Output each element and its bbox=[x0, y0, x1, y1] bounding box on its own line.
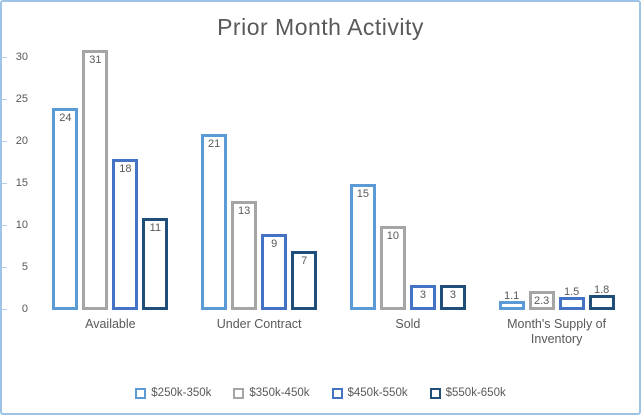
bar-value-label: 18 bbox=[119, 163, 132, 175]
legend-item: $550k-650k bbox=[429, 387, 506, 399]
bar-group: 15 10 3 3 Sold bbox=[334, 49, 483, 331]
bar: 1.1 bbox=[498, 290, 525, 310]
bar-value-label: 21 bbox=[208, 138, 221, 150]
bar-value-label: 3 bbox=[419, 289, 426, 301]
bars-row: 24 31 18 11 bbox=[36, 50, 185, 310]
legend-label: $350k-450k bbox=[249, 387, 310, 399]
y-tick-mark bbox=[2, 267, 7, 268]
legend-label: $450k-550k bbox=[347, 387, 408, 399]
x-category-label: Sold bbox=[395, 317, 421, 331]
bar: 24 bbox=[52, 108, 79, 310]
y-tick-mark bbox=[2, 225, 7, 226]
bar-value-label: 10 bbox=[386, 230, 399, 242]
bar-value-label: 2.3 bbox=[533, 295, 550, 307]
bar-value-label: 3 bbox=[449, 289, 456, 301]
legend-swatch bbox=[233, 387, 245, 399]
y-tick-mark bbox=[2, 57, 7, 58]
x-category-label: Under Contract bbox=[216, 317, 302, 331]
y-tick-label: 10 bbox=[15, 219, 28, 231]
bar: 18 bbox=[112, 159, 139, 310]
plot-area: 24 31 18 11 Available 21 13 9 7 Under Contract 15 1… bbox=[36, 49, 631, 346]
bar: 7 bbox=[291, 251, 318, 310]
bars-row: 15 10 3 3 bbox=[334, 184, 483, 310]
y-tick-label: 20 bbox=[15, 135, 28, 147]
bars-row: 1.1 2.3 1.5 1.8 bbox=[482, 284, 631, 310]
bar-group: 21 13 9 7 Under Contract bbox=[185, 49, 334, 331]
bar-value-label: 1.1 bbox=[503, 290, 520, 302]
x-category-label: Month's Supply of Inventory bbox=[507, 317, 607, 346]
bar: 1.5 bbox=[558, 286, 585, 310]
bar: 21 bbox=[201, 134, 228, 310]
legend-label: $250k-350k bbox=[151, 387, 212, 399]
legend: $250k-350k $350k-450k $450k-550k $550k-650k bbox=[2, 387, 639, 399]
legend-swatch bbox=[135, 387, 147, 399]
bar: 3 bbox=[439, 285, 466, 310]
bars-row: 21 13 9 7 bbox=[185, 134, 334, 310]
bar-group: 24 31 18 11 Available bbox=[36, 49, 185, 331]
y-tick-label: 15 bbox=[15, 177, 28, 189]
bar-value-label: 24 bbox=[59, 112, 72, 124]
bar-value-label: 15 bbox=[356, 188, 369, 200]
bar-value-label: 1.8 bbox=[593, 284, 610, 296]
y-tick-label: 5 bbox=[21, 261, 28, 273]
bar-value-label: 11 bbox=[149, 222, 162, 234]
chart-body: 0 5 10 15 20 25 30 24 31 18 11 Available 21 13 9 7 Unde… bbox=[2, 49, 639, 346]
y-axis: 0 5 10 15 20 25 30 bbox=[2, 49, 32, 315]
legend-item: $450k-550k bbox=[331, 387, 408, 399]
chart-title: Prior Month Activity bbox=[217, 14, 424, 40]
bar-value-label: 1.5 bbox=[563, 286, 580, 298]
y-tick-mark bbox=[2, 309, 7, 310]
bar-value-label: 31 bbox=[89, 54, 102, 66]
legend-swatch bbox=[331, 387, 343, 399]
y-tick-label: 30 bbox=[15, 51, 28, 63]
bar: 11 bbox=[142, 218, 169, 310]
bar-value-label: 7 bbox=[301, 255, 308, 267]
bar: 10 bbox=[379, 226, 406, 310]
bar: 9 bbox=[261, 234, 288, 310]
bar: 15 bbox=[349, 184, 376, 310]
legend-item: $350k-450k bbox=[233, 387, 310, 399]
bar: 1.8 bbox=[588, 284, 615, 310]
bar: 2.3 bbox=[528, 291, 555, 310]
bar: 13 bbox=[231, 201, 258, 310]
legend-label: $550k-650k bbox=[445, 387, 506, 399]
bar-group: 1.1 2.3 1.5 1.8 Month's Supply of Inventory bbox=[482, 49, 631, 346]
bar-value-label: 13 bbox=[238, 205, 251, 217]
y-tick-label: 25 bbox=[15, 93, 28, 105]
y-tick-mark bbox=[2, 99, 7, 100]
x-category-label: Available bbox=[85, 317, 136, 331]
bar: 31 bbox=[82, 50, 109, 310]
y-tick-mark bbox=[2, 183, 7, 184]
y-tick-mark bbox=[2, 141, 7, 142]
bar: 3 bbox=[409, 285, 436, 310]
bar-value-label: 9 bbox=[271, 238, 278, 250]
y-tick-label: 0 bbox=[21, 303, 28, 315]
legend-swatch bbox=[429, 387, 441, 399]
legend-item: $250k-350k bbox=[135, 387, 211, 399]
